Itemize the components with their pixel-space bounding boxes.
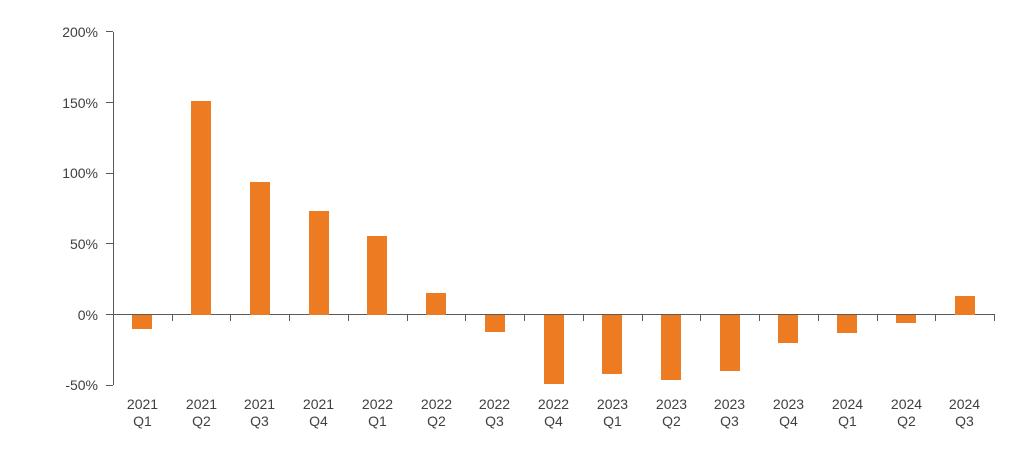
x-axis-tick	[465, 314, 466, 321]
y-axis-tick	[106, 102, 113, 103]
x-tick-label-quarter: Q4	[779, 413, 798, 429]
x-tick-label-quarter: Q4	[544, 413, 563, 429]
y-tick-label: 50%	[69, 235, 98, 252]
x-tick-label: 2022 Q4	[524, 396, 583, 430]
x-tick-label: 2023 Q3	[700, 396, 759, 430]
x-axis-tick	[877, 314, 878, 321]
x-tick-label: 2021 Q2	[172, 396, 231, 430]
x-tick-label-year: 2023	[713, 396, 746, 412]
x-tick-label-quarter: Q3	[485, 413, 504, 429]
x-tick-label-year: 2023	[596, 396, 629, 412]
x-axis-tick	[289, 314, 290, 321]
bar-2023-q3	[720, 314, 740, 372]
y-tick-label: 100%	[62, 165, 98, 182]
x-tick-label: 2022 Q1	[348, 396, 407, 430]
x-tick-label-year: 2024	[948, 396, 981, 412]
x-tick-label-quarter: Q2	[662, 413, 681, 429]
y-tick-label: 150%	[62, 94, 98, 111]
x-tick-label-quarter: Q3	[720, 413, 739, 429]
x-axis-tick	[348, 314, 349, 321]
bar-2022-q3	[485, 314, 505, 332]
x-tick-label-quarter: Q2	[192, 413, 211, 429]
bar-2024-q1	[837, 314, 857, 334]
x-axis-tick	[994, 314, 995, 321]
bar-2023-q1	[602, 314, 622, 375]
y-tick-label: 0%	[77, 306, 98, 323]
y-axis-tick	[106, 385, 113, 386]
x-axis-tick	[524, 314, 525, 321]
x-axis-line	[113, 314, 994, 315]
bar-2021-q4	[309, 211, 329, 315]
x-axis-tick	[759, 314, 760, 321]
x-axis-tick	[818, 314, 819, 321]
x-tick-label: 2022 Q2	[407, 396, 466, 430]
x-axis-tick	[407, 314, 408, 321]
x-axis-tick	[935, 314, 936, 321]
x-tick-label-quarter: Q3	[955, 413, 974, 429]
x-tick-label: 2024 Q1	[818, 396, 877, 430]
x-tick-label-quarter: Q3	[250, 413, 269, 429]
x-tick-label: 2023 Q2	[642, 396, 701, 430]
y-axis-tick	[106, 243, 113, 244]
bar-2024-q3	[955, 296, 975, 315]
x-axis-tick	[113, 314, 114, 321]
y-axis-line	[113, 31, 114, 386]
x-tick-label-year: 2023	[772, 396, 805, 412]
x-tick-label: 2022 Q3	[465, 396, 524, 430]
bar-2021-q3	[250, 181, 270, 315]
x-tick-label-year: 2021	[302, 396, 335, 412]
bar-2021-q2	[191, 101, 211, 315]
bar-2023-q2	[661, 314, 681, 380]
bar-2022-q1	[367, 235, 387, 315]
x-tick-label: 2021 Q4	[289, 396, 348, 430]
x-tick-label: 2024 Q2	[877, 396, 936, 430]
y-axis-tick	[106, 31, 113, 32]
bar-2023-q4	[778, 314, 798, 343]
x-tick-label-quarter: Q1	[368, 413, 387, 429]
x-tick-label: 2023 Q1	[583, 396, 642, 430]
y-axis-tick	[106, 314, 113, 315]
x-tick-label-year: 2022	[420, 396, 453, 412]
x-tick-label-quarter: Q1	[838, 413, 857, 429]
x-axis-tick	[583, 314, 584, 321]
bar-2022-q2	[426, 293, 446, 315]
x-tick-label-year: 2023	[655, 396, 688, 412]
x-tick-label-quarter: Q2	[897, 413, 916, 429]
x-axis-tick	[700, 314, 701, 321]
x-tick-label-year: 2024	[831, 396, 864, 412]
x-tick-label-year: 2024	[890, 396, 923, 412]
x-axis-tick	[230, 314, 231, 321]
x-tick-label-year: 2021	[243, 396, 276, 412]
x-tick-label-quarter: Q2	[427, 413, 446, 429]
x-tick-label: 2021 Q1	[113, 396, 172, 430]
x-tick-label-year: 2022	[361, 396, 394, 412]
x-tick-label: 2023 Q4	[759, 396, 818, 430]
x-tick-label: 2024 Q3	[935, 396, 994, 430]
x-tick-label: 2021 Q3	[230, 396, 289, 430]
bar-2021-q1	[132, 314, 152, 329]
x-tick-label-quarter: Q4	[309, 413, 328, 429]
y-tick-label: 200%	[62, 23, 98, 40]
bar-2022-q4	[544, 314, 564, 384]
x-axis-tick	[642, 314, 643, 321]
x-tick-label-quarter: Q1	[133, 413, 152, 429]
x-axis-tick	[172, 314, 173, 321]
x-tick-label-quarter: Q1	[603, 413, 622, 429]
x-tick-label-year: 2022	[537, 396, 570, 412]
x-tick-label-year: 2022	[478, 396, 511, 412]
x-tick-label-year: 2021	[185, 396, 218, 412]
y-axis-tick	[106, 173, 113, 174]
y-tick-label: -50%	[65, 377, 98, 394]
bar-2024-q2	[896, 314, 916, 324]
x-tick-label-year: 2021	[126, 396, 159, 412]
